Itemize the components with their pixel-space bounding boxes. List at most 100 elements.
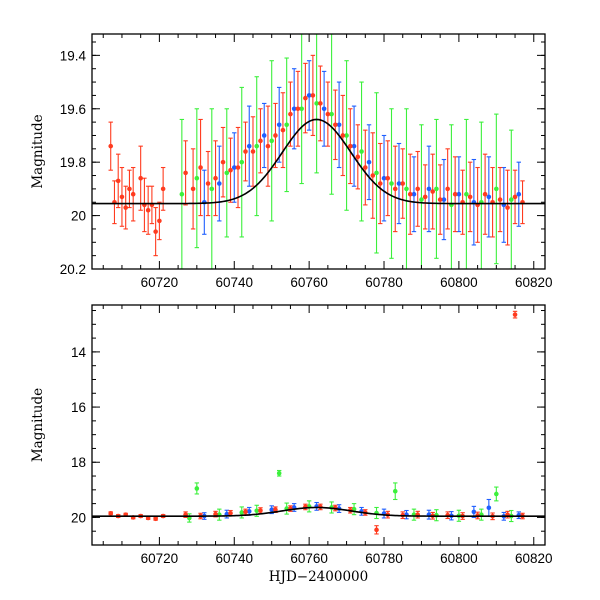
data-point [392, 145, 398, 233]
data-point [415, 510, 421, 519]
y-tick-label: 19.8 [60, 155, 86, 170]
data-point [318, 65, 323, 142]
top-panel: 60720 60740 60760 60780 60800 60820 19.4 19.6 19… [30, 33, 553, 290]
data-point [205, 150, 211, 217]
data-point [407, 153, 413, 235]
model-curve [92, 118, 545, 205]
axes-frame [91, 304, 546, 546]
data-point [127, 169, 132, 209]
y-tick-label: 19.4 [60, 48, 87, 63]
y-tick-label: 16 [71, 400, 86, 415]
data-point [490, 166, 495, 238]
x-tick-label: 60800 [440, 275, 478, 290]
data-point [486, 156, 492, 238]
x-tick-label: 60760 [290, 551, 328, 566]
data-point [333, 89, 338, 161]
data-series [202, 60, 522, 246]
data-point [108, 510, 114, 516]
plot-area [92, 34, 545, 269]
data-point [516, 511, 522, 520]
data-point [411, 156, 417, 233]
data-point [494, 486, 499, 502]
data-point [254, 504, 260, 517]
data-point [288, 81, 293, 147]
x-tick-label: 60740 [215, 551, 253, 566]
y-tick-label: 20.2 [60, 262, 86, 277]
data-point [396, 142, 402, 225]
x-tick-label: 60820 [515, 275, 553, 290]
data-point [123, 185, 128, 230]
data-point [291, 503, 297, 512]
data-point [119, 166, 125, 227]
data-point [452, 156, 458, 233]
model-curve [92, 506, 545, 517]
data-point [153, 207, 158, 257]
data-point [190, 148, 196, 230]
data-point [385, 140, 391, 217]
data-point [250, 116, 256, 187]
data-point [381, 134, 387, 222]
data-point [464, 118, 469, 269]
data-point [426, 509, 432, 520]
data-point [441, 158, 447, 241]
plot-area [92, 310, 545, 535]
data-point [509, 129, 514, 269]
data-point [216, 145, 222, 222]
y-tick-label: 20 [71, 209, 86, 224]
data-point [198, 118, 203, 217]
y-axis-label: Magnitude [30, 388, 46, 462]
x-tick-label: 60800 [440, 551, 478, 566]
data-point [149, 185, 155, 225]
data-point [276, 469, 282, 477]
data-point [321, 70, 327, 147]
data-point [460, 169, 465, 235]
data-point [157, 201, 162, 241]
data-series [108, 310, 525, 535]
data-point [340, 94, 346, 177]
data-point [284, 57, 289, 193]
data-point [273, 102, 278, 169]
data-point [422, 164, 428, 230]
bottom-panel: 60720 60740 60760 60780 60800 60820 14 16 18 20 Ma… [30, 304, 553, 585]
data-point [310, 54, 316, 137]
data-point [445, 148, 450, 230]
x-axis-label: HJD−2400000 [269, 569, 368, 585]
data-point [115, 153, 121, 209]
data-point [213, 140, 218, 217]
data-point [494, 113, 499, 265]
data-point [505, 169, 510, 246]
data-point [329, 34, 334, 195]
data-point [209, 108, 215, 269]
x-tick-label: 60720 [141, 275, 179, 290]
data-point [475, 166, 480, 243]
data-point [430, 153, 435, 230]
data-point [231, 132, 237, 203]
data-point [359, 506, 364, 516]
y-tick-label: 14 [71, 345, 87, 360]
data-point [228, 137, 233, 203]
data-point [299, 34, 304, 185]
x-tick-label: 60780 [365, 551, 403, 566]
data-point [246, 105, 252, 187]
data-point [381, 508, 387, 519]
data-point [520, 180, 525, 225]
data-point [269, 60, 275, 222]
x-tick-label: 60780 [365, 275, 403, 290]
data-point [374, 92, 379, 254]
data-point [254, 76, 260, 217]
x-tick-label: 60820 [515, 551, 553, 566]
data-point [153, 516, 158, 522]
data-point [258, 507, 263, 514]
data-point [377, 142, 383, 225]
data-point [243, 121, 248, 182]
data-point [108, 121, 114, 171]
data-point [434, 118, 439, 259]
data-point [138, 145, 143, 211]
data-point [194, 482, 200, 495]
data-point [400, 148, 406, 219]
data-point [415, 150, 421, 227]
data-point [235, 126, 241, 209]
data-point [306, 500, 312, 513]
data-point [512, 169, 518, 225]
data-point [112, 180, 117, 225]
